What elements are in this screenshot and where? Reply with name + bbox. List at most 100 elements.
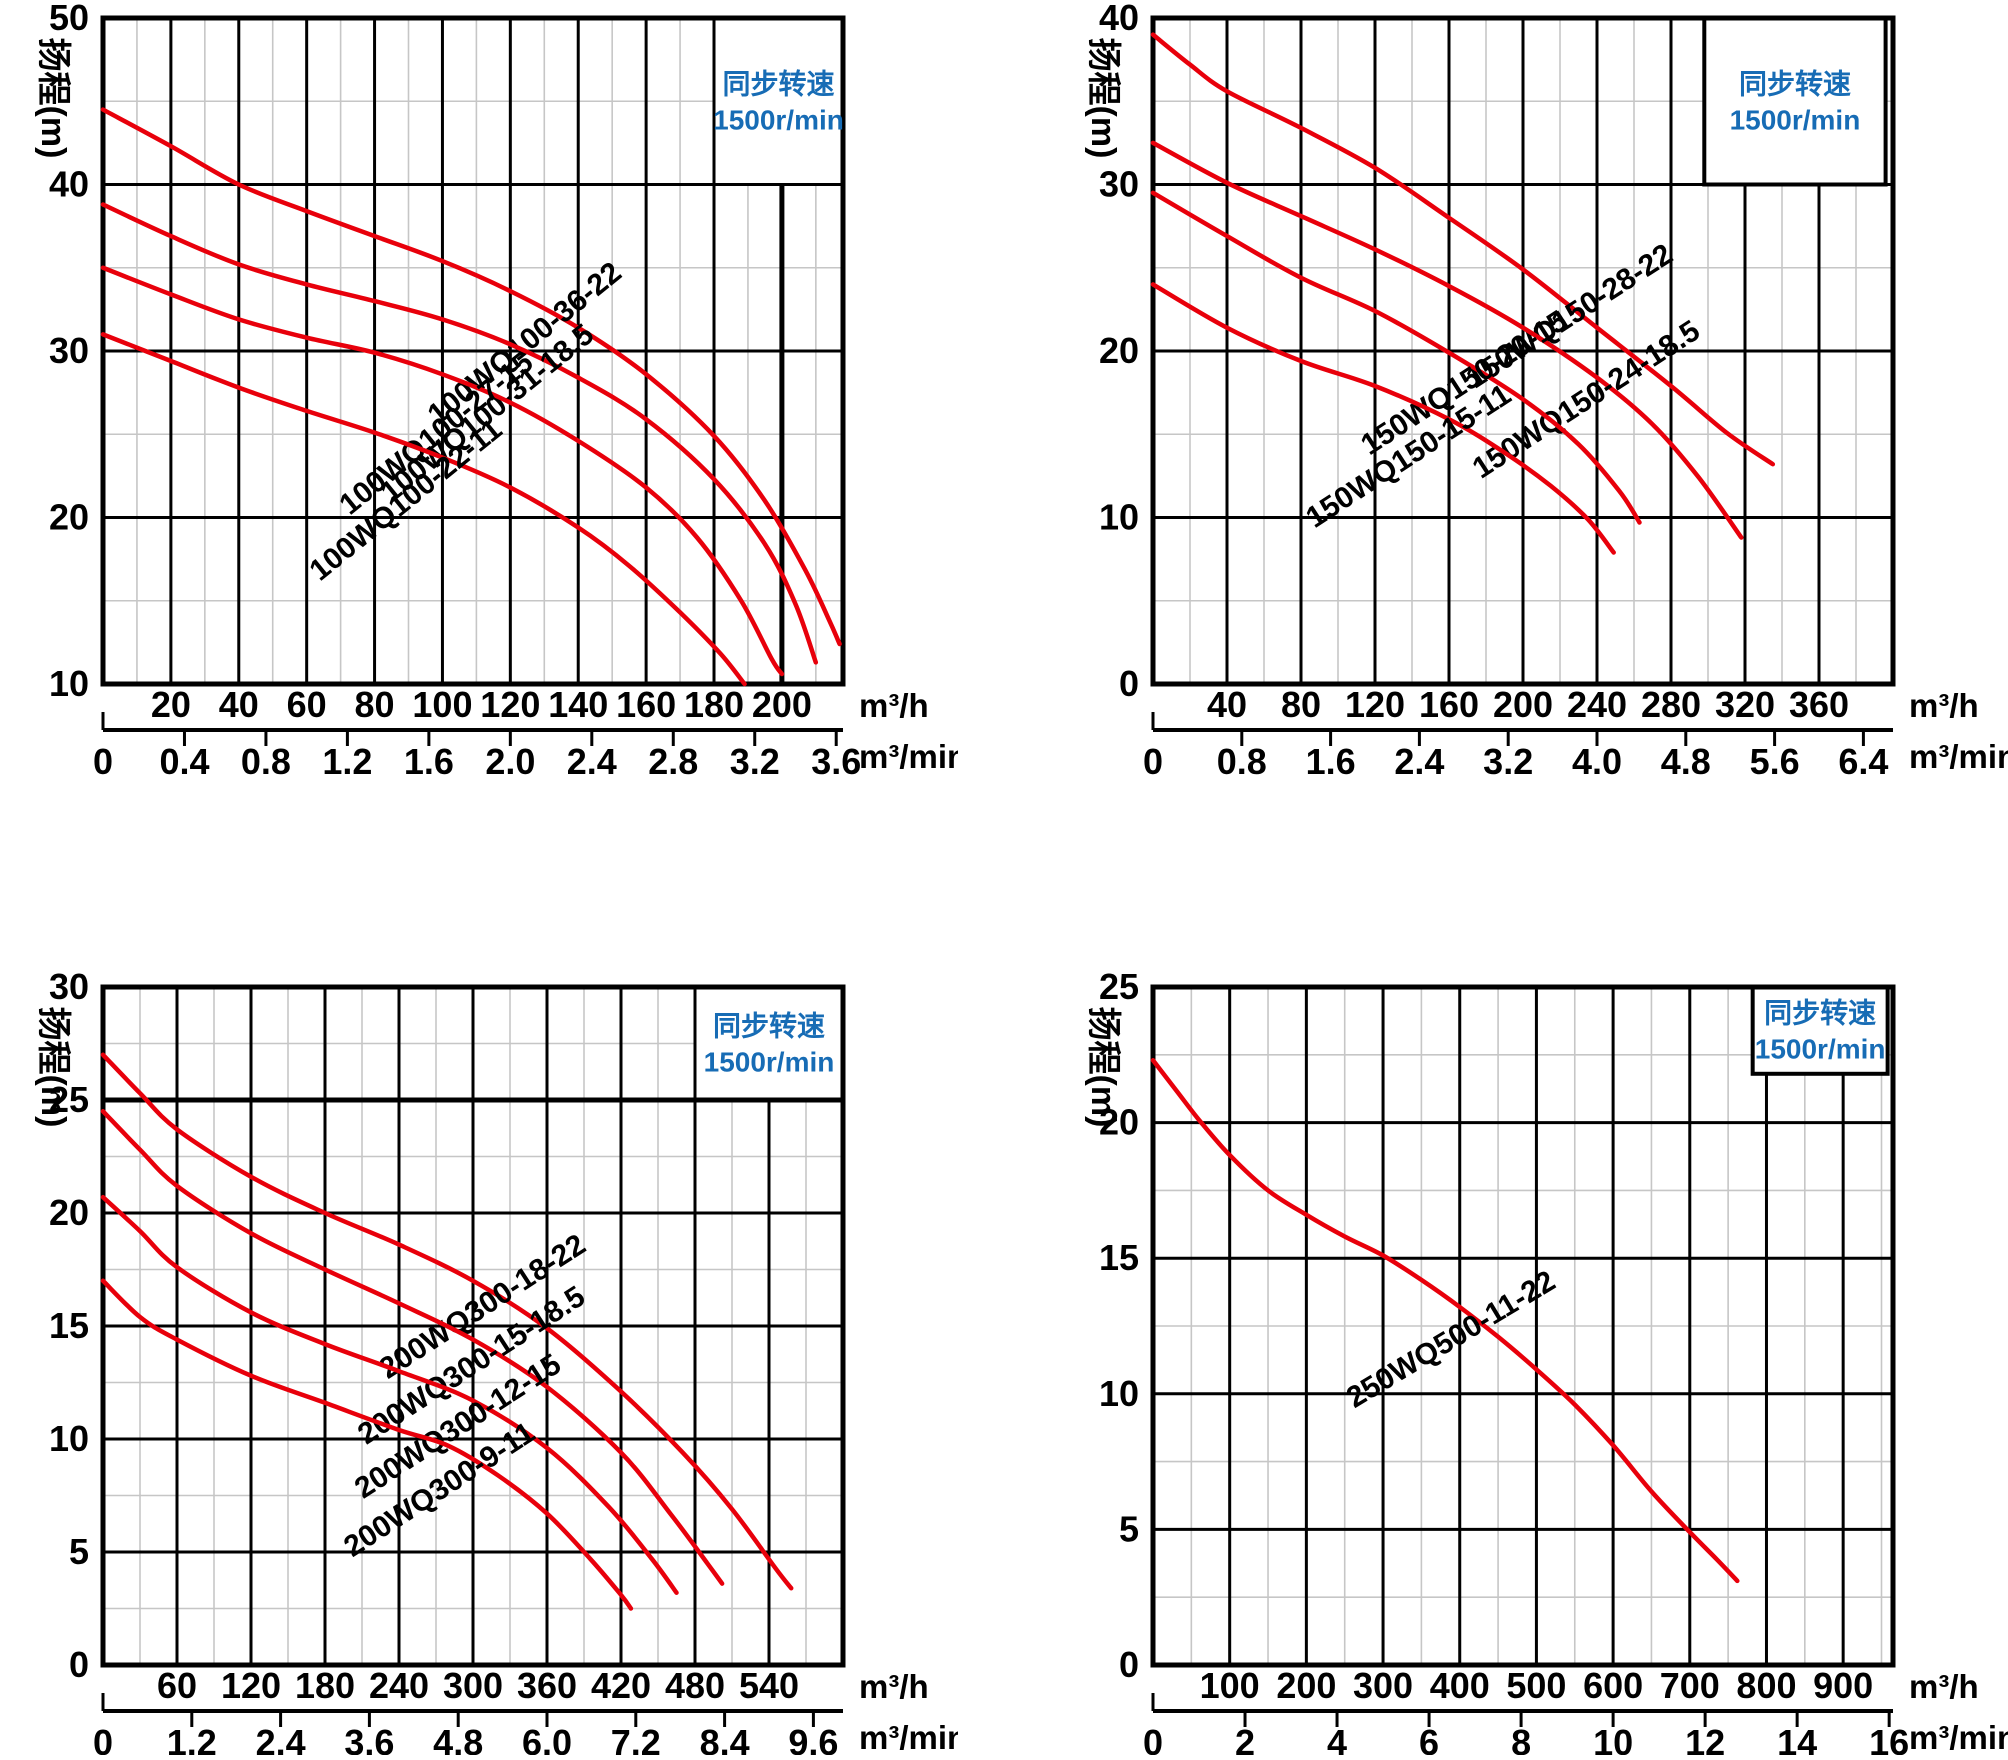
x-tick-label-m3h: 80 xyxy=(1281,684,1321,725)
pump-curve xyxy=(100,1052,794,1591)
chart-svg: 同步转速1500r/min100WQ100-36-22100WQ100-31-1… xyxy=(34,0,967,782)
pump-curve xyxy=(1150,32,1776,467)
x-tick-label-m3h: 160 xyxy=(1419,684,1479,725)
speed-annotation-line1: 同步转速 xyxy=(713,1011,825,1042)
x-tick-label-m3min: 0 xyxy=(1143,1722,1163,1755)
speed-annotation-line2: 1500r/min xyxy=(1755,1033,1886,1064)
y-tick-label: 5 xyxy=(69,1531,89,1572)
x-tick-label-m3h: 600 xyxy=(1583,1665,1643,1706)
x-tick-label-m3min: 0.4 xyxy=(159,741,209,782)
speed-annotation-line2: 1500r/min xyxy=(713,104,844,135)
x-tick-label-m3min: 2.4 xyxy=(1394,741,1444,782)
unit-label-m3h: m³/h xyxy=(1909,687,1979,724)
x-tick-label-m3h: 200 xyxy=(1493,684,1553,725)
pump-curve xyxy=(100,202,819,665)
y-axis-title: 扬程(m) xyxy=(34,38,72,159)
y-tick-label: 15 xyxy=(1099,1237,1139,1278)
unit-label-m3min: m³/min xyxy=(1909,738,2008,775)
speed-annotation-box xyxy=(1702,16,1888,187)
x-tick-label-m3h: 60 xyxy=(287,684,327,725)
x-tick-label-m3min: 4 xyxy=(1327,1722,1347,1755)
y-tick-label: 20 xyxy=(49,497,89,538)
x-tick-label-m3h: 300 xyxy=(443,1665,503,1706)
y-tick-label: 20 xyxy=(1099,1102,1139,1143)
x-tick-label-m3min: 3.2 xyxy=(730,741,780,782)
pump-curve xyxy=(100,265,785,677)
x-tick-label-m3min: 0.8 xyxy=(241,741,291,782)
speed-annotation-box xyxy=(712,16,845,186)
y-axis-title: 扬程(m) xyxy=(34,1007,72,1128)
x-tick-label-m3h: 200 xyxy=(752,684,812,725)
chart-svg: 同步转速1500r/min250WQ500-11-220510152025扬程(… xyxy=(1084,966,2008,1760)
x-tick-label-m3min: 8.4 xyxy=(700,1722,750,1755)
y-tick-label: 50 xyxy=(49,0,89,38)
chart-svg: 同步转速1500r/min200WQ300-18-22200WQ300-15-1… xyxy=(34,966,967,1760)
x-tick-label-m3min: 2.8 xyxy=(648,741,698,782)
x-tick-label-m3min: 3.6 xyxy=(344,1722,394,1755)
x-tick-label-m3min: 12 xyxy=(1685,1722,1725,1755)
curve-label: 250WQ500-11-22 xyxy=(1341,1264,1561,1414)
x-tick-label-m3min: 1.6 xyxy=(1306,741,1356,782)
y-axis-title: 扬程(m) xyxy=(1084,1007,1122,1128)
x-tick-label-m3h: 280 xyxy=(1641,684,1701,725)
x-tick-label-m3min: 6 xyxy=(1419,1722,1439,1755)
x-tick-label-m3h: 100 xyxy=(412,684,472,725)
plot-border xyxy=(100,15,846,687)
x-tick-label-m3h: 160 xyxy=(616,684,676,725)
x-tick-label-m3h: 400 xyxy=(1430,1665,1490,1706)
x-tick-label-m3h: 420 xyxy=(591,1665,651,1706)
pump-curve xyxy=(100,1109,725,1586)
x-tick-label-m3h: 180 xyxy=(295,1665,355,1706)
x-tick-label-m3h: 360 xyxy=(517,1665,577,1706)
y-tick-label: 10 xyxy=(49,663,89,704)
y-tick-label: 0 xyxy=(69,1644,89,1685)
pump-curve-chart-100WQ100: 同步转速 1500r/min 100WQ100-36-22 100WQ100-31-1… xyxy=(8,0,967,805)
x-tick-label-m3h: 20 xyxy=(151,684,191,725)
x-tick-label-m3h: 200 xyxy=(1276,1665,1336,1706)
pump-curve xyxy=(1150,190,1642,525)
x-tick-label-m3h: 140 xyxy=(548,684,608,725)
x-tick-label-m3h: 180 xyxy=(684,684,744,725)
x-tick-label-m3min: 8 xyxy=(1511,1722,1531,1755)
unit-label-m3min: m³/min xyxy=(859,1719,958,1755)
x-tick-label-m3h: 240 xyxy=(369,1665,429,1706)
x-tick-label-m3h: 800 xyxy=(1736,1665,1796,1706)
pump-curve xyxy=(1150,140,1744,540)
speed-annotation-line1: 同步转速 xyxy=(1739,68,1851,99)
pump-curve xyxy=(100,332,747,687)
x-tick-label-m3min: 7.2 xyxy=(611,1722,661,1755)
x-tick-label-m3h: 700 xyxy=(1660,1665,1720,1706)
x-tick-label-m3min: 4.8 xyxy=(1661,741,1711,782)
x-tick-label-m3min: 0 xyxy=(1143,741,1163,782)
x-tick-label-m3h: 500 xyxy=(1506,1665,1566,1706)
y-tick-label: 30 xyxy=(49,330,89,371)
x-tick-label-m3min: 6.0 xyxy=(522,1722,572,1755)
x-tick-label-m3h: 360 xyxy=(1789,684,1849,725)
pump-curve-chart-250WQ500: 同步转速 1500r/min 250WQ500-11-22 0 5 10 15 20 25 扬程(… xyxy=(1058,945,2008,1760)
unit-label-m3h: m³/h xyxy=(1909,1668,1979,1705)
x-tick-label-m3h: 480 xyxy=(665,1665,725,1706)
x-tick-label-m3h: 300 xyxy=(1353,1665,1413,1706)
pump-curve xyxy=(100,1194,679,1595)
y-tick-label: 20 xyxy=(1099,330,1139,371)
x-tick-label-m3h: 100 xyxy=(1200,1665,1260,1706)
x-tick-label-m3min: 5.6 xyxy=(1750,741,1800,782)
x-tick-label-m3min: 0.8 xyxy=(1217,741,1267,782)
y-tick-label: 10 xyxy=(1099,1373,1139,1414)
x-tick-label-m3min: 2.4 xyxy=(256,1722,306,1755)
speed-annotation-box xyxy=(1750,985,1890,1076)
x-tick-label-m3min: 2.0 xyxy=(485,741,535,782)
unit-label-m3h: m³/h xyxy=(859,687,929,724)
x-tick-label-m3min: 2.4 xyxy=(567,741,617,782)
x-tick-label-m3min: 1.6 xyxy=(404,741,454,782)
y-tick-label: 40 xyxy=(49,164,89,205)
x-tick-label-m3h: 540 xyxy=(739,1665,799,1706)
pump-curve xyxy=(1150,282,1616,555)
plot-border xyxy=(1150,984,1896,1668)
unit-label-m3min: m³/min xyxy=(1909,1719,2008,1755)
x-tick-label-m3h: 80 xyxy=(355,684,395,725)
x-tick-label-m3h: 900 xyxy=(1813,1665,1873,1706)
y-tick-label: 0 xyxy=(1119,1644,1139,1685)
grid xyxy=(1153,987,1893,1665)
x-tick-label-m3h: 120 xyxy=(1345,684,1405,725)
